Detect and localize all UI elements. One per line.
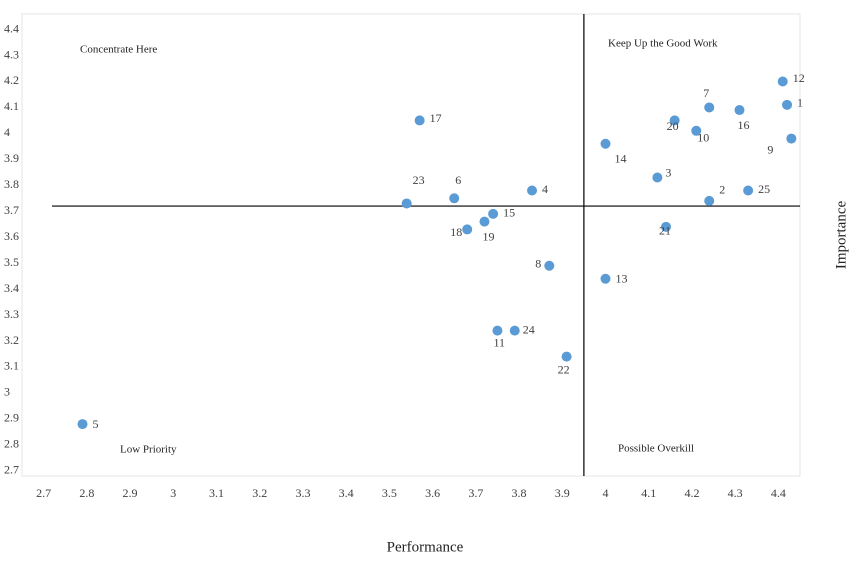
x-tick-label: 3.2 [252,486,267,500]
x-tick-label: 2.8 [79,486,94,500]
data-point [704,102,715,113]
x-tick-label: 3.1 [209,486,224,500]
data-point [691,125,702,136]
point-label: 25 [758,182,770,196]
point-label: 11 [493,335,505,349]
y-tick-label: 3.3 [4,307,19,321]
data-point [561,351,572,362]
data-point [488,208,499,219]
point-label: 21 [659,224,671,238]
y-tick-label: 3 [4,385,10,399]
point-label: 1 [797,96,803,110]
point-label: 18 [450,225,462,239]
y-tick-label: 3.5 [4,255,19,269]
data-point [786,133,797,144]
x-tick-label: 4.1 [641,486,656,500]
x-tick-label: 3.6 [425,486,440,500]
y-tick-label: 4.4 [4,21,19,35]
y-tick-label: 3.1 [4,359,19,373]
point-label: 5 [93,417,99,431]
x-tick-label: 4.2 [684,486,699,500]
data-point [414,115,425,126]
point-label: 17 [430,111,442,125]
point-label: 15 [503,206,515,220]
point-label: 23 [413,173,425,187]
point-label: 16 [737,118,749,132]
point-label: 12 [793,71,805,85]
point-label: 20 [667,119,679,133]
y-tick-label: 4 [4,125,10,139]
data-point [479,216,490,227]
data-point [527,185,538,196]
data-point [652,172,663,183]
data-point [600,273,611,284]
point-label: 4 [542,182,548,196]
x-tick-label: 4.3 [728,486,743,500]
y-tick-label: 3.4 [4,281,19,295]
point-label: 19 [482,229,494,243]
x-tick-label: 4.4 [771,486,786,500]
data-point [743,185,754,196]
y-tick-label: 4.3 [4,47,19,61]
point-label: 24 [523,322,535,336]
data-point [492,325,503,336]
y-tick-label: 4.2 [4,73,19,87]
data-point [401,198,412,209]
y-tick-label: 2.8 [4,437,19,451]
data-point [734,105,745,116]
x-tick-label: 3.4 [339,486,354,500]
y-tick-label: 2.7 [4,463,19,477]
x-tick-label: 4 [603,486,609,500]
data-point [449,193,460,204]
quadrant-label: Low Priority [120,444,177,456]
point-label: 13 [616,271,628,285]
plot-frame [21,13,801,477]
y-tick-label: 3.7 [4,203,19,217]
point-label: 10 [697,131,709,145]
y-tick-label: 3.9 [4,151,19,165]
quadrant-label: Possible Overkill [618,443,694,455]
y-tick-label: 3.2 [4,333,19,347]
x-tick-label: 2.9 [123,486,138,500]
x-tick-label: 3.9 [555,486,570,500]
data-point [462,224,473,235]
x-axis-title: Performance [387,539,464,555]
quadrant-label: Keep Up the Good Work [608,38,718,50]
x-tick-label: 3.5 [382,486,397,500]
point-label: 3 [665,165,671,179]
data-point [704,195,715,206]
point-label: 7 [703,86,709,100]
data-point [544,260,555,271]
quadrant-label: Concentrate Here [80,44,157,56]
y-tick-label: 2.9 [4,411,19,425]
data-point [782,99,793,110]
y-tick-label: 3.6 [4,229,19,243]
data-point [509,325,520,336]
data-point [77,419,88,430]
data-point [600,138,611,149]
x-tick-label: 3.3 [295,486,310,500]
point-label: 6 [455,173,461,187]
x-tick-label: 3.7 [468,486,483,500]
point-label: 22 [558,362,570,376]
y-tick-label: 3.8 [4,177,19,191]
point-label: 2 [719,183,725,197]
x-tick-label: 2.7 [36,486,51,500]
data-point [669,115,680,126]
x-tick-label: 3.8 [512,486,527,500]
y-tick-label: 4.1 [4,99,19,113]
data-point [661,221,672,232]
point-label: 8 [535,257,541,271]
point-label: 14 [615,152,627,166]
data-point [777,76,788,87]
point-label: 9 [767,142,773,156]
y-axis-title: Importance [833,201,849,270]
x-tick-label: 3 [170,486,176,500]
